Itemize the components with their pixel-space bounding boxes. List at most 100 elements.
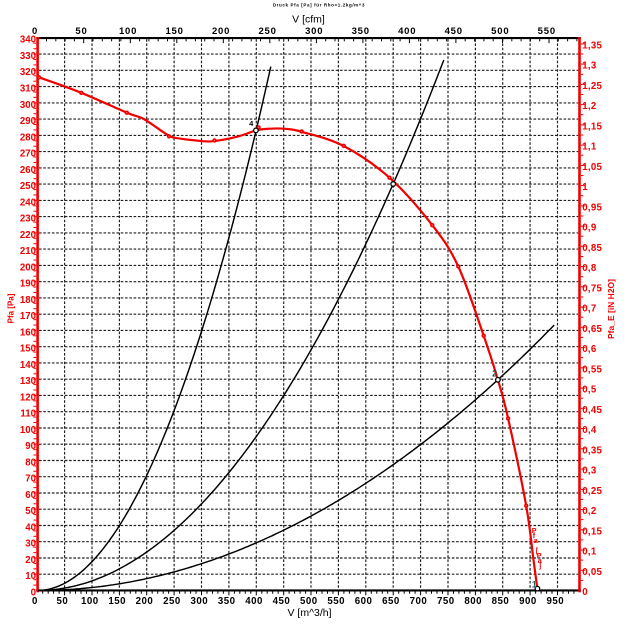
svg-text:0,4: 0,4 [582, 425, 597, 436]
svg-text:10: 10 [25, 571, 36, 582]
svg-text:V [cfm]: V [cfm] [292, 14, 325, 26]
svg-text:500: 500 [300, 596, 318, 607]
svg-text:a: a [534, 536, 539, 545]
svg-text:[: [ [536, 546, 539, 555]
svg-text:0: 0 [582, 587, 588, 598]
svg-text:310: 310 [20, 84, 36, 95]
svg-text:450: 450 [273, 596, 291, 607]
svg-text:]: ] [539, 561, 541, 570]
svg-text:Druck Pfa [Pa] für Rho=1.2kg/m: Druck Pfa [Pa] für Rho=1.2kg/m^3 [273, 3, 365, 8]
svg-text:80: 80 [25, 457, 36, 468]
svg-text:250: 250 [258, 26, 276, 37]
svg-text:140: 140 [20, 360, 36, 371]
svg-text:0,35: 0,35 [582, 445, 602, 456]
svg-text:1: 1 [532, 580, 537, 590]
svg-text:90: 90 [25, 441, 36, 452]
svg-text:100: 100 [81, 596, 99, 607]
svg-text:260: 260 [20, 165, 36, 176]
svg-text:120: 120 [20, 392, 36, 403]
svg-text:170: 170 [20, 311, 36, 322]
svg-text:Pfa_E [iN H2O]: Pfa_E [iN H2O] [606, 279, 616, 339]
svg-text:400: 400 [398, 26, 416, 37]
svg-text:100: 100 [119, 26, 137, 37]
svg-text:0,5: 0,5 [582, 385, 597, 396]
svg-text:4: 4 [249, 119, 254, 128]
svg-text:250: 250 [163, 596, 181, 607]
svg-text:320: 320 [20, 67, 36, 78]
svg-text:0: 0 [32, 26, 38, 37]
svg-text:500: 500 [491, 26, 509, 37]
svg-text:150: 150 [165, 26, 183, 37]
svg-text:200: 200 [136, 596, 154, 607]
svg-text:P: P [532, 526, 537, 535]
svg-text:300: 300 [190, 596, 208, 607]
svg-text:130: 130 [20, 376, 36, 387]
svg-text:0,75: 0,75 [582, 283, 602, 294]
svg-text:350: 350 [352, 26, 370, 37]
svg-text:Pfa [Pa]: Pfa [Pa] [7, 293, 16, 323]
svg-text:650: 650 [382, 596, 400, 607]
svg-text:0,65: 0,65 [582, 324, 602, 335]
svg-text:2: 2 [492, 368, 497, 378]
svg-text:0,2: 0,2 [582, 506, 596, 517]
svg-text:0,8: 0,8 [582, 263, 597, 274]
svg-text:210: 210 [20, 246, 36, 257]
svg-text:100: 100 [20, 425, 36, 436]
svg-text:1,25: 1,25 [582, 81, 602, 92]
svg-text:300: 300 [20, 100, 36, 111]
svg-text:950: 950 [546, 596, 564, 607]
svg-text:60: 60 [25, 490, 36, 501]
svg-text:0,3: 0,3 [582, 466, 597, 477]
svg-text:550: 550 [538, 26, 556, 37]
svg-text:250: 250 [20, 181, 36, 192]
svg-text:1,15: 1,15 [582, 122, 602, 133]
svg-text:P: P [537, 551, 542, 560]
svg-text:50: 50 [25, 506, 36, 517]
svg-text:70: 70 [25, 474, 36, 485]
svg-text:290: 290 [20, 116, 36, 127]
svg-text:a: a [538, 556, 543, 565]
svg-text:0,85: 0,85 [582, 243, 602, 254]
svg-text:200: 200 [20, 262, 36, 273]
svg-text:800: 800 [464, 596, 482, 607]
svg-text:400: 400 [245, 596, 263, 607]
svg-text:f: f [533, 531, 536, 540]
svg-text:110: 110 [20, 409, 36, 420]
svg-text:600: 600 [355, 596, 373, 607]
svg-text:0: 0 [31, 587, 36, 598]
svg-text:850: 850 [492, 596, 510, 607]
svg-text:V [m^3/h]: V [m^3/h] [287, 607, 331, 619]
svg-text:40: 40 [25, 522, 36, 533]
svg-text:160: 160 [20, 327, 36, 338]
svg-text:270: 270 [20, 149, 36, 160]
svg-text:190: 190 [20, 279, 36, 290]
svg-text:1,3: 1,3 [582, 61, 597, 72]
svg-text:180: 180 [20, 295, 36, 306]
svg-text:340: 340 [20, 35, 36, 46]
svg-text:300: 300 [305, 26, 323, 37]
svg-text:50: 50 [57, 596, 69, 607]
svg-text:20: 20 [25, 555, 36, 566]
svg-text:350: 350 [218, 596, 236, 607]
svg-text:220: 220 [20, 230, 36, 241]
svg-text:0,45: 0,45 [582, 405, 602, 416]
svg-text:150: 150 [108, 596, 126, 607]
svg-text:1: 1 [582, 182, 588, 193]
svg-text:240: 240 [20, 197, 36, 208]
svg-text:200: 200 [212, 26, 230, 37]
svg-text:0,55: 0,55 [582, 364, 602, 375]
svg-text:1,05: 1,05 [582, 162, 602, 173]
svg-text:0,6: 0,6 [582, 344, 597, 355]
svg-text:450: 450 [445, 26, 463, 37]
svg-text:330: 330 [20, 51, 36, 62]
svg-text:1,35: 1,35 [582, 41, 602, 52]
svg-text:230: 230 [20, 214, 36, 225]
svg-text:1,2: 1,2 [582, 101, 596, 112]
svg-text:0,05: 0,05 [582, 567, 602, 578]
svg-text:30: 30 [25, 539, 36, 550]
svg-text:0,9: 0,9 [582, 223, 597, 234]
svg-text:150: 150 [20, 344, 36, 355]
svg-text:0,7: 0,7 [582, 304, 596, 315]
svg-text:900: 900 [519, 596, 537, 607]
svg-text:0,25: 0,25 [582, 486, 602, 497]
